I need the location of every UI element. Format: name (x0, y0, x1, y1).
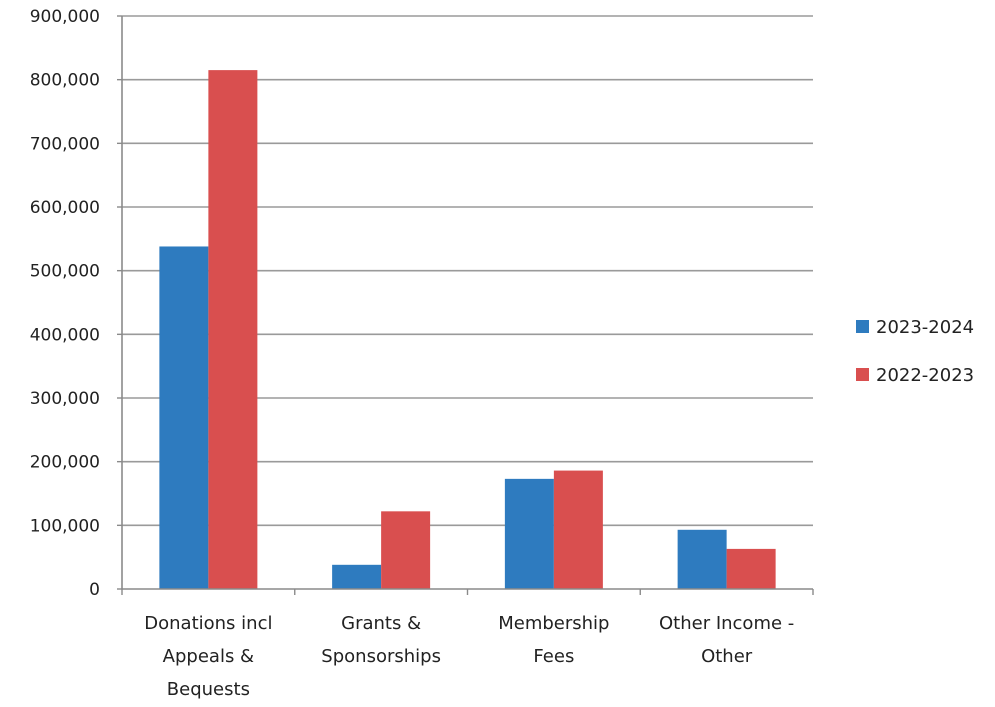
legend-swatch (856, 320, 869, 333)
x-category-label: Appeals & (163, 646, 254, 667)
x-category-label: Grants & (341, 613, 421, 634)
y-tick-label: 600,000 (30, 198, 100, 218)
x-category-label: Sponsorships (321, 646, 441, 667)
legend-label: 2023-2024 (876, 317, 974, 338)
y-axis-tick-labels: 0 100,000 200,000 300,000 400,000 500,000 600,… (30, 7, 100, 600)
y-tick-label: 200,000 (30, 453, 100, 473)
x-category-label: Fees (533, 646, 574, 667)
y-tick-label: 0 (89, 580, 100, 600)
legend: 2023-2024 2022-2023 (856, 317, 974, 386)
y-tick-label: 300,000 (30, 389, 100, 409)
y-tick-label: 800,000 (30, 71, 100, 91)
y-tick-label: 500,000 (30, 262, 100, 282)
bar-2023-2024-2 (504, 478, 554, 589)
legend-label: 2022-2023 (876, 365, 974, 386)
y-tick-label: 900,000 (30, 7, 100, 27)
x-category-label: Bequests (167, 679, 250, 700)
y-tick-label: 700,000 (30, 134, 100, 154)
bar-2022-2023-3 (726, 548, 776, 589)
bar-2023-2024-3 (677, 529, 727, 589)
bar-2023-2024-1 (332, 564, 382, 589)
y-tick-label: 100,000 (30, 516, 100, 536)
x-category-label: Donations incl (144, 613, 272, 634)
axes (117, 15, 814, 595)
legend-swatch (856, 368, 869, 381)
x-category-label: Membership (498, 613, 609, 634)
bar-2022-2023-1 (381, 511, 431, 589)
bar-2023-2024-0 (159, 246, 209, 589)
x-category-label: Other (701, 646, 753, 667)
bar-2022-2023-2 (553, 470, 603, 589)
bar-2022-2023-0 (208, 70, 258, 589)
x-category-label: Other Income - (659, 613, 794, 634)
x-axis-category-labels: Donations incl Appeals & Bequests Grants & S… (144, 613, 794, 700)
y-tick-label: 400,000 (30, 325, 100, 345)
bars (159, 70, 776, 589)
